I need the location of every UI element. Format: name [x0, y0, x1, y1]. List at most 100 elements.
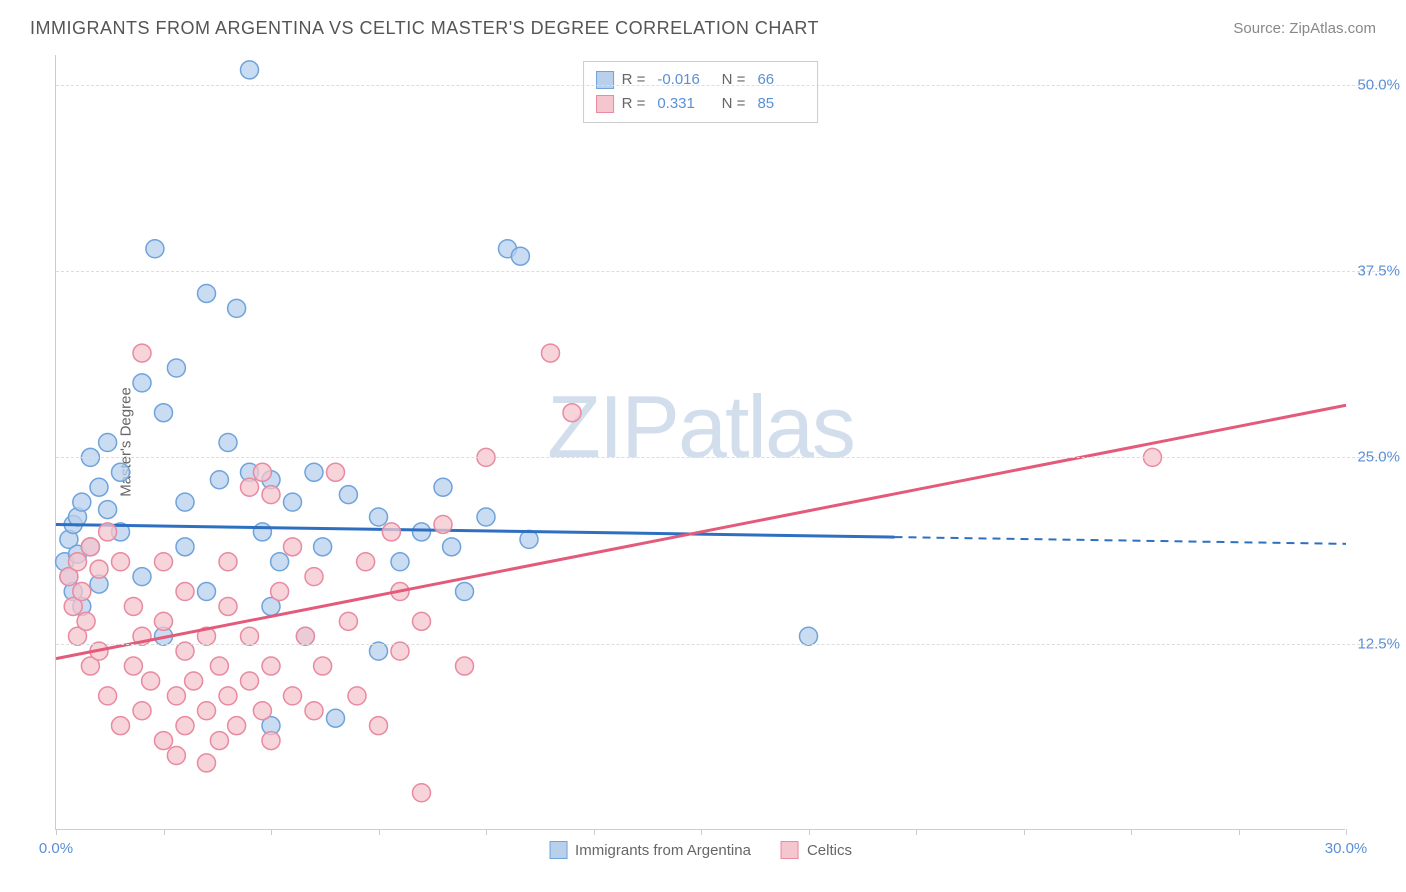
scatter-point — [146, 240, 164, 258]
scatter-point — [800, 627, 818, 645]
scatter-point — [210, 732, 228, 750]
scatter-point — [357, 553, 375, 571]
scatter-point — [69, 553, 87, 571]
scatter-point — [210, 657, 228, 675]
legend-correlation-box: R =-0.016 N =66R =0.331 N =85 — [583, 61, 819, 123]
scatter-point — [99, 523, 117, 541]
scatter-point — [382, 523, 400, 541]
scatter-point — [198, 754, 216, 772]
x-tick — [916, 829, 917, 835]
scatter-point — [314, 657, 332, 675]
scatter-point — [370, 508, 388, 526]
scatter-point — [77, 612, 95, 630]
y-tick-label: 50.0% — [1357, 76, 1400, 93]
legend-series-item: Celtics — [781, 841, 852, 859]
x-tick — [379, 829, 380, 835]
scatter-point — [241, 478, 259, 496]
scatter-point — [155, 612, 173, 630]
scatter-point — [241, 61, 259, 79]
scatter-point — [241, 672, 259, 690]
chart-header: IMMIGRANTS FROM ARGENTINA VS CELTIC MAST… — [0, 0, 1406, 47]
trend-line-dashed — [895, 537, 1347, 544]
scatter-point — [155, 404, 173, 422]
scatter-point — [133, 374, 151, 392]
scatter-point — [391, 642, 409, 660]
scatter-point — [305, 463, 323, 481]
x-tick-label: 30.0% — [1325, 840, 1368, 857]
scatter-point — [348, 687, 366, 705]
scatter-point — [284, 687, 302, 705]
scatter-point — [90, 478, 108, 496]
scatter-point — [185, 672, 203, 690]
scatter-point — [124, 597, 142, 615]
scatter-point — [112, 717, 130, 735]
x-tick — [1131, 829, 1132, 835]
x-tick — [56, 829, 57, 835]
scatter-point — [262, 486, 280, 504]
legend-series-label: Celtics — [807, 842, 852, 859]
scatter-point — [90, 560, 108, 578]
chart-title: IMMIGRANTS FROM ARGENTINA VS CELTIC MAST… — [30, 18, 819, 39]
scatter-point — [219, 597, 237, 615]
chart-plot-area: Master's Degree ZIPatlas R =-0.016 N =66… — [55, 55, 1345, 830]
scatter-point — [434, 515, 452, 533]
scatter-point — [99, 501, 117, 519]
scatter-point — [511, 247, 529, 265]
gridline — [56, 85, 1385, 86]
scatter-point — [339, 486, 357, 504]
scatter-point — [155, 732, 173, 750]
scatter-point — [253, 463, 271, 481]
scatter-point — [413, 784, 431, 802]
scatter-point — [296, 627, 314, 645]
scatter-point — [443, 538, 461, 556]
scatter-point — [253, 702, 271, 720]
scatter-point — [167, 746, 185, 764]
legend-correlation-row: R =0.331 N =85 — [596, 92, 806, 116]
x-tick — [1346, 829, 1347, 835]
scatter-point — [198, 583, 216, 601]
scatter-point — [262, 732, 280, 750]
scatter-point — [219, 553, 237, 571]
scatter-point — [305, 702, 323, 720]
legend-series-label: Immigrants from Argentina — [575, 842, 751, 859]
scatter-point — [155, 553, 173, 571]
x-tick — [809, 829, 810, 835]
scatter-point — [73, 583, 91, 601]
scatter-point — [133, 702, 151, 720]
y-tick-label: 12.5% — [1357, 635, 1400, 652]
x-tick — [1239, 829, 1240, 835]
scatter-point — [112, 463, 130, 481]
x-tick — [701, 829, 702, 835]
x-tick — [271, 829, 272, 835]
legend-series-item: Immigrants from Argentina — [549, 841, 751, 859]
scatter-point — [327, 463, 345, 481]
scatter-point — [284, 538, 302, 556]
scatter-point — [370, 642, 388, 660]
x-tick — [486, 829, 487, 835]
scatter-point — [542, 344, 560, 362]
scatter-point — [391, 553, 409, 571]
scatter-point — [99, 687, 117, 705]
y-tick-label: 25.0% — [1357, 449, 1400, 466]
gridline — [56, 271, 1385, 272]
legend-series-bottom: Immigrants from Argentina Celtics — [549, 841, 852, 859]
scatter-point — [262, 657, 280, 675]
scatter-point — [133, 568, 151, 586]
trend-line — [56, 524, 895, 537]
scatter-point — [198, 284, 216, 302]
scatter-point — [176, 717, 194, 735]
scatter-point — [142, 672, 160, 690]
scatter-point — [305, 568, 323, 586]
chart-source: Source: ZipAtlas.com — [1233, 20, 1376, 37]
x-tick — [594, 829, 595, 835]
scatter-point — [284, 493, 302, 511]
x-tick — [164, 829, 165, 835]
scatter-point — [241, 627, 259, 645]
scatter-point — [327, 709, 345, 727]
scatter-svg — [56, 55, 1345, 829]
scatter-point — [99, 434, 117, 452]
scatter-point — [167, 359, 185, 377]
gridline — [56, 644, 1385, 645]
legend-swatch-icon — [549, 841, 567, 859]
legend-correlation-row: R =-0.016 N =66 — [596, 68, 806, 92]
